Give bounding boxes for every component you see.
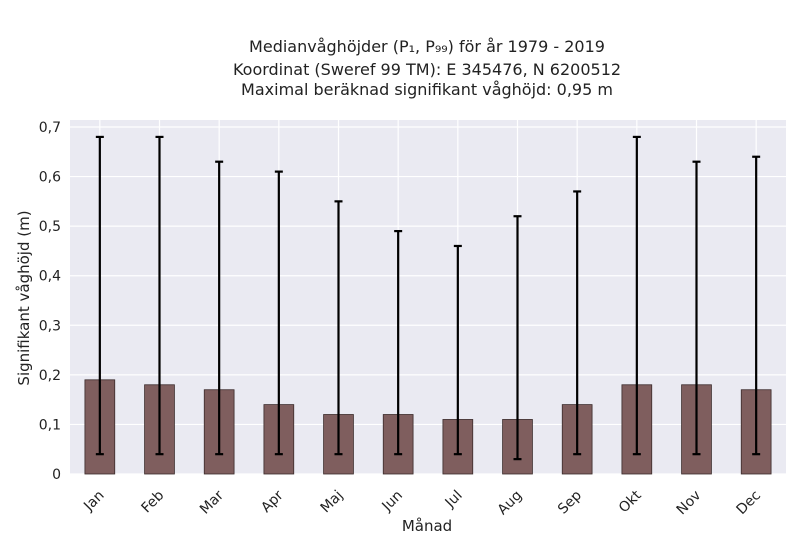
error-bar-apr: [274, 170, 283, 456]
error-bar-maj: [334, 200, 343, 456]
error-bar-nov: [692, 160, 701, 456]
x-tick-label-jan: Jan: [80, 488, 107, 515]
error-bar-dec: [752, 155, 761, 456]
error-bar-feb: [155, 135, 164, 456]
y-axis-label: Signifikant våghöjd (m): [15, 210, 33, 385]
x-tick-label-dec: Dec: [734, 488, 764, 518]
x-tick-label-mar: Mar: [197, 487, 227, 517]
x-tick-label-feb: Feb: [138, 487, 167, 516]
error-bar-sep: [573, 190, 582, 456]
error-bar-jun: [394, 230, 403, 456]
x-tick-label-jun: Jun: [379, 488, 406, 515]
chart-title-line-2: Koordinat (Sweref 99 TM): E 345476, N 62…: [233, 60, 621, 79]
plot-area: [70, 120, 786, 474]
x-tick-label-okt: Okt: [616, 487, 645, 516]
y-tick-label: 0,3: [39, 318, 61, 334]
y-tick-label: 0,4: [39, 269, 61, 285]
y-tick-label: 0,2: [39, 368, 61, 384]
x-tick-label-apr: Apr: [258, 487, 287, 516]
x-tick-label-aug: Aug: [495, 488, 526, 519]
error-bars: [95, 135, 761, 461]
error-bar-aug: [513, 215, 522, 461]
y-tick-label: 0,7: [39, 120, 61, 136]
error-bar-jan: [95, 135, 104, 456]
chart-title-line-3: Maximal beräknad signifikant våghöjd: 0,…: [241, 80, 613, 99]
chart-title: Medianvåghöjder (P₁, P₉₉) för år 1979 - …: [233, 37, 621, 99]
x-axis-label: Månad: [402, 517, 452, 535]
x-tick-label-sep: Sep: [555, 487, 585, 517]
y-tick-label: 0,1: [39, 417, 61, 433]
x-tick-label-maj: Maj: [318, 488, 347, 517]
y-tick-label: 0,5: [39, 219, 61, 235]
x-axis-ticks: Jan Feb Mar Apr Maj Jun Jul Aug Sep Okt Nov Dec: [80, 487, 764, 518]
error-bar-jul: [453, 244, 462, 456]
y-axis-ticks: 0 0,1 0,2 0,3 0,4 0,5 0,6 0,7: [39, 120, 61, 483]
y-tick-label: 0: [52, 467, 61, 483]
error-bar-okt: [632, 135, 641, 456]
error-bar-mar: [215, 160, 224, 456]
y-tick-label: 0,6: [39, 170, 61, 186]
x-tick-label-nov: Nov: [674, 488, 705, 519]
chart-title-line-1: Medianvåghöjder (P₁, P₉₉) för år 1979 - …: [249, 37, 605, 56]
x-tick-label-jul: Jul: [442, 488, 466, 512]
